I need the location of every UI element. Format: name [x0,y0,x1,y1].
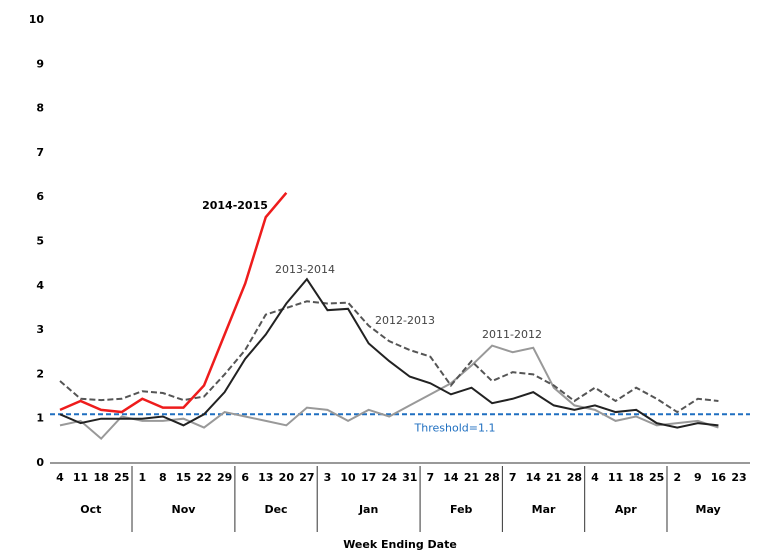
x-tick-label: 25 [114,471,129,484]
x-group-label: Mar [532,503,556,516]
threshold-label: Threshold=1.1 [414,421,496,434]
x-tick-label: 11 [73,471,88,484]
x-tick-label: 18 [628,471,643,484]
x-tick-label: 8 [159,471,167,484]
y-tick-label: 0 [36,456,44,469]
y-tick-label: 6 [36,190,44,203]
x-tick-label: 28 [567,471,582,484]
x-tick-label: 15 [176,471,191,484]
series-line [59,344,719,441]
x-tick-label: 6 [241,471,249,484]
x-tick-label: 18 [93,471,108,484]
x-group-label: Apr [615,503,637,516]
x-tick-label: 21 [464,471,479,484]
series-line [59,277,719,429]
x-tick-label: 31 [402,471,417,484]
x-tick-label: 2 [673,471,681,484]
series-label: 2013-2014 [275,263,335,276]
x-group-label: Feb [450,503,473,516]
x-tick-label: 9 [694,471,702,484]
x-tick-label: 29 [217,471,232,484]
x-tick-label: 16 [711,471,727,484]
y-tick-label: 8 [36,102,44,115]
x-tick-label: 25 [649,471,664,484]
x-axis-title: Week Ending Date [343,538,457,551]
y-tick-label: 7 [36,146,44,159]
x-tick-label: 14 [443,471,459,484]
y-tick-label: 9 [36,57,44,70]
x-tick-label: 11 [608,471,623,484]
y-tick-label: 3 [36,323,44,336]
x-group-label: Oct [80,503,101,516]
y-tick-label: 10 [29,13,45,26]
x-tick-label: 10 [340,471,356,484]
series-line [59,191,288,414]
series-line [59,300,719,414]
x-tick-label: 22 [196,471,211,484]
y-tick-label: 2 [36,367,44,380]
x-group-label: Nov [171,503,196,516]
x-tick-label: 13 [258,471,273,484]
series-label: 2014-2015 [202,199,268,212]
x-tick-label: 4 [56,471,64,484]
y-tick-label: 5 [36,235,44,248]
x-group-label: Jan [358,503,378,516]
x-tick-label: 21 [546,471,561,484]
x-tick-label: 24 [382,471,398,484]
x-tick-label: 27 [299,471,314,484]
x-tick-label: 7 [427,471,435,484]
x-group-label: May [696,503,721,516]
series-label: 2012-2013 [375,314,435,327]
x-tick-label: 4 [591,471,599,484]
x-tick-label: 23 [731,471,746,484]
x-tick-label: 3 [324,471,332,484]
series-label: 2011-2012 [482,328,542,341]
x-tick-label: 20 [279,471,295,484]
x-tick-label: 1 [138,471,146,484]
x-tick-label: 14 [526,471,542,484]
x-tick-label: 17 [361,471,376,484]
y-tick-label: 1 [36,412,44,425]
x-tick-label: 7 [509,471,517,484]
x-tick-label: 28 [484,471,499,484]
y-tick-label: 4 [36,279,44,292]
x-group-label: Dec [264,503,287,516]
